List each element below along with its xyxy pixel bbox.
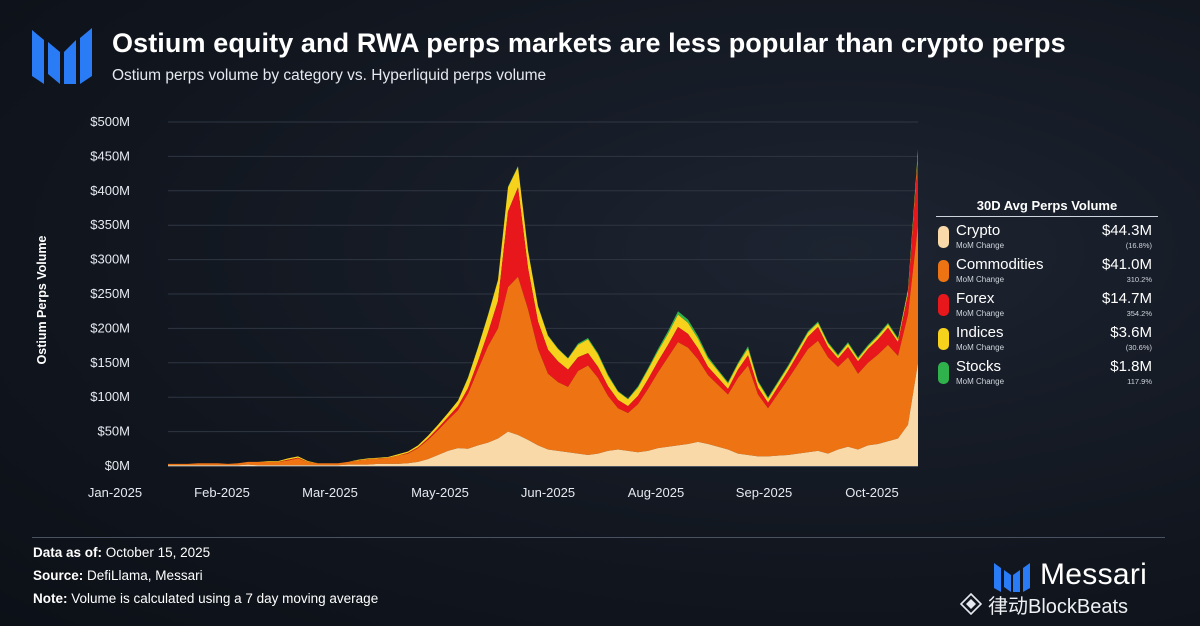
y-tick-label: $150M xyxy=(90,355,130,370)
note-value: Volume is calculated using a 7 day movin… xyxy=(71,591,379,606)
x-tick-label: Oct-2025 xyxy=(845,485,898,500)
footer-divider xyxy=(32,537,1165,538)
legend: 30D Avg Perps Volume Crypto MoM Change $44… xyxy=(936,198,1158,391)
y-tick-label: $300M xyxy=(90,252,130,267)
series-areas xyxy=(168,148,918,466)
legend-item-crypto: Crypto MoM Change $44.3M (16.8%) xyxy=(936,221,1158,255)
legend-item-sublabel: MoM Change xyxy=(956,343,1005,352)
source-label: Source: xyxy=(33,568,84,583)
legend-item-stocks: Stocks MoM Change $1.8M 117.9% xyxy=(936,357,1158,391)
legend-swatch xyxy=(938,226,949,248)
legend-item-value: $3.6M xyxy=(1110,324,1152,341)
y-tick-label: $400M xyxy=(90,183,130,198)
x-tick-labels: Jan-2025 Feb-2025 Mar-2025 May-2025 Jun-2025… xyxy=(88,485,899,500)
legend-swatch xyxy=(938,294,949,316)
legend-item-name: Forex xyxy=(956,290,995,307)
legend-item-sublabel: MoM Change xyxy=(956,241,1005,250)
x-tick-label: Sep-2025 xyxy=(736,485,792,500)
legend-swatch xyxy=(938,260,949,282)
page-title: Ostium equity and RWA perps markets are … xyxy=(112,28,1066,58)
legend-item-value: $14.7M xyxy=(1101,290,1152,307)
legend-item-sublabel: MoM Change xyxy=(956,377,1005,386)
legend-item-commodities: Commodities MoM Change $41.0M 310.2% xyxy=(936,255,1158,289)
y-tick-label: $450M xyxy=(90,148,130,163)
legend-item-change: 310.2% xyxy=(1126,275,1152,284)
y-tick-label: $0M xyxy=(105,458,130,473)
legend-item-name: Stocks xyxy=(956,358,1002,375)
legend-item-change: 354.2% xyxy=(1126,309,1152,318)
y-tick-label: $50M xyxy=(97,424,130,439)
data-as-of-label: Data as of: xyxy=(33,545,103,560)
legend-item-sublabel: MoM Change xyxy=(956,309,1005,318)
legend-title: 30D Avg Perps Volume xyxy=(936,198,1158,217)
legend-item-change: 117.9% xyxy=(1127,377,1152,386)
y-tick-label: $350M xyxy=(90,217,130,232)
area-crypto xyxy=(168,362,918,466)
x-tick-label: May-2025 xyxy=(411,485,469,500)
source-value: DefiLlama, Messari xyxy=(87,568,203,583)
page-subtitle: Ostium perps volume by category vs. Hype… xyxy=(112,67,547,84)
legend-item-name: Indices xyxy=(956,324,1004,341)
y-tick-label: $200M xyxy=(90,320,130,335)
watermark-text: 律动BlockBeats xyxy=(988,596,1129,618)
watermark-diamond-icon xyxy=(960,593,982,615)
ostium-logo xyxy=(32,28,92,84)
note-label: Note: xyxy=(33,591,68,606)
x-tick-label: Feb-2025 xyxy=(194,485,250,500)
legend-item-change: (30.6%) xyxy=(1125,343,1152,352)
area-forex xyxy=(168,156,918,464)
x-tick-label: Aug-2025 xyxy=(628,485,684,500)
y-tick-labels: $0M $50M $100M $150M $200M $250M $300M $350M $40… xyxy=(90,114,130,473)
messari-logo-icon xyxy=(994,563,1030,592)
legend-item-value: $44.3M xyxy=(1101,222,1152,239)
source: Source: DefiLlama, Messari xyxy=(33,568,203,583)
legend-swatch xyxy=(938,362,949,384)
area-commodities xyxy=(168,225,918,466)
legend-item-value: $41.0M xyxy=(1101,256,1152,273)
y-tick-label: $100M xyxy=(90,389,130,404)
x-tick-label: Jan-2025 xyxy=(88,485,142,500)
note: Note: Volume is calculated using a 7 day… xyxy=(33,591,378,606)
data-as-of-value: October 15, 2025 xyxy=(105,545,211,560)
data-as-of: Data as of: October 15, 2025 xyxy=(33,545,210,560)
legend-item-forex: Forex MoM Change $14.7M 354.2% xyxy=(936,289,1158,323)
x-tick-label: Jun-2025 xyxy=(521,485,575,500)
y-tick-label: $250M xyxy=(90,286,130,301)
legend-item-change: (16.8%) xyxy=(1125,241,1152,250)
legend-item-name: Crypto xyxy=(956,222,1001,239)
x-tick-label: Mar-2025 xyxy=(302,485,358,500)
legend-item-indices: Indices MoM Change $3.6M (30.6%) xyxy=(936,323,1158,357)
legend-items: Crypto MoM Change $44.3M (16.8%) Commodities… xyxy=(936,221,1158,391)
brand-name: Messari xyxy=(1040,558,1148,591)
legend-item-sublabel: MoM Change xyxy=(956,275,1005,284)
y-tick-label: $500M xyxy=(90,114,130,129)
legend-item-value: $1.8M xyxy=(1110,358,1152,375)
legend-swatch xyxy=(938,328,949,350)
legend-item-name: Commodities xyxy=(956,256,1044,273)
